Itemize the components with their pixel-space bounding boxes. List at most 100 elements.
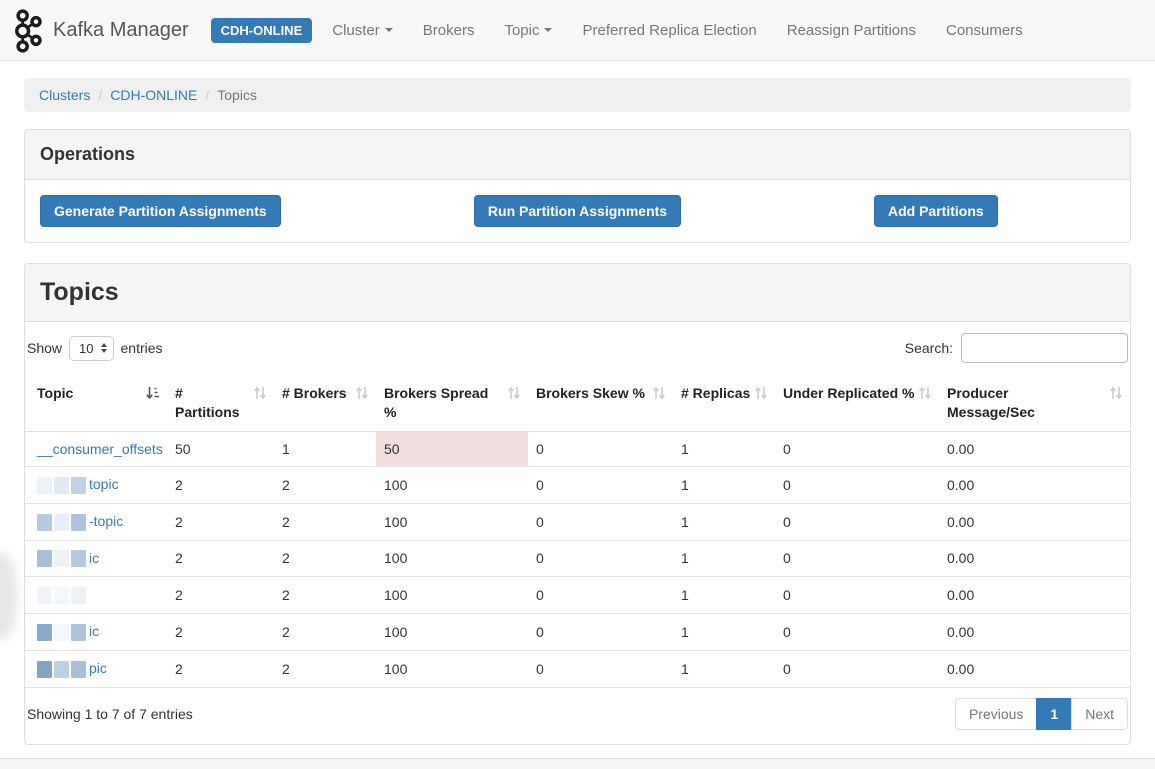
spread-cell: 50 <box>376 431 528 467</box>
topic-link[interactable]: topic <box>89 476 119 492</box>
column-header-partitions[interactable]: # Partitions <box>167 375 274 432</box>
spread-cell: 100 <box>376 650 528 688</box>
column-header-topic[interactable]: Topic <box>25 375 167 432</box>
breadcrumb-item-clusters: Clusters <box>39 87 90 103</box>
topic-cell: pic <box>25 650 167 688</box>
nav-item-brokers: Brokers <box>408 12 490 49</box>
nav-link-preferred-replica-election[interactable]: Preferred Replica Election <box>582 21 757 39</box>
sort-both-icon <box>508 386 520 403</box>
skew-cell: 0 <box>528 503 673 541</box>
skew-cell: 0 <box>528 431 673 467</box>
redacted-topic-name <box>37 513 88 531</box>
nav-link-topic[interactable]: Topic <box>489 12 567 49</box>
skew-cell: 0 <box>528 540 673 578</box>
table-header: Topic # Partitions # Brokers Brokers Spread… <box>25 375 1130 432</box>
spread-cell: 100 <box>376 503 528 541</box>
spread-cell: 100 <box>376 466 528 504</box>
redaction-block <box>37 623 52 641</box>
topics-panel-heading: Topics <box>25 264 1130 322</box>
redaction-block <box>37 587 52 605</box>
search-group: Search: <box>905 333 1128 363</box>
redaction-block <box>71 660 86 678</box>
cluster-badge[interactable]: CDH-ONLINE <box>210 17 313 43</box>
breadcrumb-separator: / <box>98 87 103 103</box>
topic-link[interactable]: ic <box>89 623 100 640</box>
breadcrumb-separator: / <box>205 87 210 103</box>
navbar: Kafka Manager CDH-ONLINE Cluster Brokers T… <box>0 0 1155 61</box>
column-header-under-replicated[interactable]: Under Replicated % <box>775 375 939 432</box>
redaction-smudge <box>0 552 18 640</box>
skew-cell: 0 <box>528 650 673 688</box>
show-label: Show <box>27 340 63 356</box>
table-row: -topic 2 2 100 0 1 0 0.00 <box>25 503 1130 541</box>
pagination-page-1: 1 <box>1036 697 1073 730</box>
add-partitions-button[interactable]: Add Partitions <box>873 195 998 227</box>
topic-link[interactable]: pic <box>89 659 107 676</box>
table-row: __consumer_offsets 50 1 50 0 1 0 0.00 <box>25 431 1130 467</box>
nav-link-reassign-partitions[interactable]: Reassign Partitions <box>786 21 916 39</box>
app-title[interactable]: Kafka Manager <box>53 18 189 41</box>
topic-link[interactable]: -topic <box>89 512 124 529</box>
redaction-block <box>71 587 86 605</box>
pagination-page-1-link[interactable]: 1 <box>1036 697 1073 730</box>
nav-link-brokers[interactable]: Brokers <box>422 21 475 39</box>
skew-cell: 0 <box>528 466 673 504</box>
redaction-block <box>54 513 69 531</box>
generate-partition-assignments-button[interactable]: Generate Partition Assignments <box>40 195 281 227</box>
topic-link[interactable]: ic <box>89 549 100 566</box>
column-label: # Partitions <box>175 385 240 420</box>
topics-title: Topics <box>40 278 119 306</box>
breadcrumb-item-cdh-online: CDH-ONLINE <box>110 87 197 103</box>
redacted-topic-name <box>37 587 88 605</box>
page-bottom-strip <box>0 758 1155 769</box>
redaction-block <box>54 476 69 494</box>
replicas-cell: 1 <box>673 576 775 615</box>
sort-asc-icon <box>146 386 159 403</box>
breadcrumb-item-topics: Topics <box>217 87 257 103</box>
sort-both-icon <box>755 386 767 403</box>
column-header-replicas[interactable]: # Replicas <box>673 375 775 432</box>
producer-msg-sec-cell: 0.00 <box>939 576 1130 615</box>
breadcrumb-link-cdh-online[interactable]: CDH-ONLINE <box>110 87 198 103</box>
redaction-block <box>71 623 86 641</box>
column-header-producer-message-sec[interactable]: Producer Message/Sec <box>939 375 1130 432</box>
partitions-cell: 2 <box>167 466 274 504</box>
run-partition-assignments-button[interactable]: Run Partition Assignments <box>473 195 682 227</box>
pagination-next-link[interactable]: Next <box>1071 697 1128 730</box>
search-input[interactable] <box>961 333 1128 363</box>
replicas-cell: 1 <box>673 613 775 651</box>
caret-down-icon <box>544 28 553 32</box>
brokers-cell: 2 <box>274 613 376 651</box>
redacted-topic-name <box>37 476 88 494</box>
topic-link[interactable]: __consumer_offsets <box>37 441 163 457</box>
column-label: Topic <box>37 385 74 401</box>
redaction-block <box>37 550 52 568</box>
nav-link-cluster[interactable]: Cluster <box>317 12 408 49</box>
topic-cell <box>25 576 167 615</box>
page-size-select[interactable]: 10 <box>69 335 114 361</box>
search-label: Search: <box>904 340 953 356</box>
column-header-brokers-skew[interactable]: Brokers Skew % <box>528 375 673 432</box>
entries-summary: Showing 1 to 7 of 7 entries <box>27 705 193 722</box>
nav-link-consumers[interactable]: Consumers <box>945 21 1023 39</box>
table-header-row: Topic # Partitions # Brokers Brokers Spread… <box>25 375 1130 432</box>
entries-label: entries <box>120 340 163 356</box>
redaction-block <box>37 660 52 678</box>
column-header-brokers-spread[interactable]: Brokers Spread % <box>376 375 528 432</box>
brokers-cell: 1 <box>274 431 376 467</box>
breadcrumb-link-clusters[interactable]: Clusters <box>39 87 91 103</box>
redaction-block <box>54 660 69 678</box>
column-header-brokers[interactable]: # Brokers <box>274 375 376 432</box>
replicas-cell: 1 <box>673 503 775 541</box>
replicas-cell: 1 <box>673 466 775 504</box>
breadcrumb-current: Topics <box>217 87 257 103</box>
redacted-topic-name <box>37 660 88 678</box>
sort-both-icon <box>356 386 368 403</box>
producer-msg-sec-cell: 0.00 <box>939 650 1130 688</box>
pagination-previous-link[interactable]: Previous <box>954 697 1038 730</box>
brokers-cell: 2 <box>274 540 376 578</box>
kafka-logo-icon <box>15 9 42 53</box>
under-replicated-cell: 0 <box>775 503 939 541</box>
column-label: Brokers Spread % <box>384 385 489 420</box>
table-row: topic 2 2 100 0 1 0 0.00 <box>25 466 1130 504</box>
